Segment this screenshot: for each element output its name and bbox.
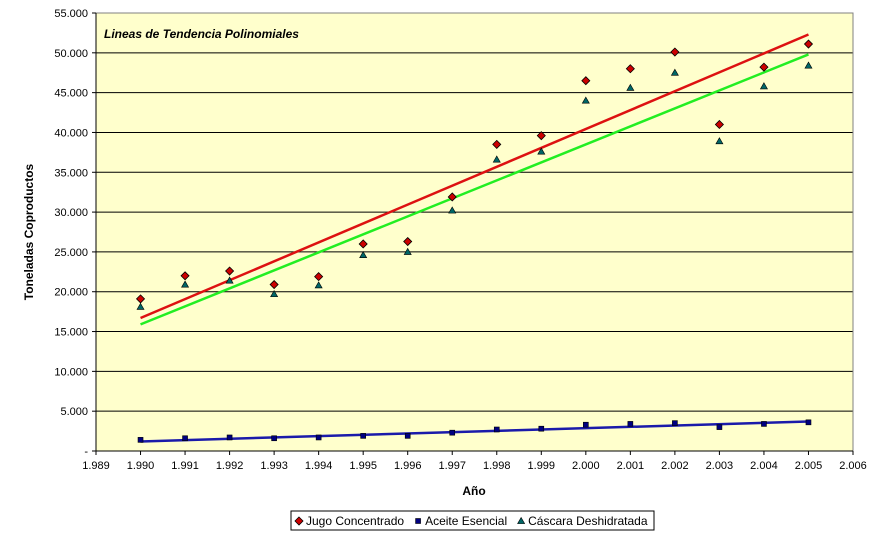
point-jugo-concentrado bbox=[714, 119, 724, 130]
point-jugo-concentrado bbox=[759, 62, 769, 72]
legend-label-cascara-deshidratada: Cáscara Deshidratada bbox=[528, 514, 648, 528]
point-aceite-esencial bbox=[271, 435, 277, 442]
annotation-text: Lineas de Tendencia Polinomiales bbox=[104, 27, 299, 41]
point-jugo-concentrado bbox=[536, 131, 546, 141]
legend-marker-aceite-esencial bbox=[415, 518, 421, 524]
point-cascara-deshidratada bbox=[403, 247, 412, 255]
x-tick-label: 1.997 bbox=[438, 460, 466, 472]
x-tick-label: 1.991 bbox=[171, 460, 199, 472]
y-tick-label: 25.000 bbox=[54, 247, 88, 259]
point-jugo-concentrado bbox=[581, 76, 591, 86]
trendline-cascara-deshidratada bbox=[140, 53, 809, 326]
y-tick-label: 20.000 bbox=[54, 287, 88, 299]
x-tick-label: 1.996 bbox=[394, 460, 422, 472]
point-jugo-concentrado bbox=[358, 239, 368, 249]
x-tick-label: 1.998 bbox=[483, 460, 511, 472]
point-aceite-esencial bbox=[404, 433, 411, 439]
y-tick-label: 10.000 bbox=[54, 366, 88, 378]
point-aceite-esencial bbox=[449, 429, 456, 436]
y-tick-label: 45.000 bbox=[54, 88, 88, 100]
x-tick-label: 1.994 bbox=[305, 460, 333, 472]
point-jugo-concentrado bbox=[670, 47, 680, 57]
point-cascara-deshidratada bbox=[492, 155, 501, 163]
point-jugo-concentrado bbox=[403, 236, 413, 247]
trendlines bbox=[140, 33, 809, 443]
trendline-jugo-concentrado bbox=[140, 33, 809, 320]
point-jugo-concentrado bbox=[625, 64, 635, 74]
trendline-aceite-esencial bbox=[140, 420, 809, 443]
x-tick-label: 1.993 bbox=[260, 460, 288, 472]
point-cascara-deshidratada bbox=[537, 147, 546, 155]
point-jugo-concentrado bbox=[314, 272, 324, 282]
point-jugo-concentrado bbox=[225, 266, 235, 276]
x-tick-label: 2.002 bbox=[661, 460, 689, 472]
x-tick-label: 1.995 bbox=[349, 460, 377, 472]
x-tick-label: 1.990 bbox=[127, 460, 155, 472]
point-cascara-deshidratada bbox=[670, 68, 679, 76]
point-cascara-deshidratada bbox=[136, 302, 145, 310]
point-aceite-esencial bbox=[672, 420, 678, 426]
y-tick-label: 40.000 bbox=[54, 127, 88, 139]
point-cascara-deshidratada bbox=[270, 290, 279, 298]
point-aceite-esencial bbox=[805, 419, 812, 426]
point-jugo-concentrado bbox=[269, 279, 279, 290]
point-cascara-deshidratada bbox=[804, 61, 813, 69]
point-cascara-deshidratada bbox=[314, 281, 323, 289]
legend-box bbox=[290, 510, 655, 531]
point-aceite-esencial bbox=[761, 421, 767, 427]
point-aceite-esencial bbox=[627, 421, 634, 427]
legend-label-aceite-esencial: Aceite Esencial bbox=[425, 514, 507, 528]
point-cascara-deshidratada bbox=[715, 137, 724, 145]
x-tick-label: 2.005 bbox=[795, 460, 823, 472]
point-cascara-deshidratada bbox=[759, 82, 768, 90]
y-axis-title: Toneladas Coproductos bbox=[22, 163, 36, 300]
point-cascara-deshidratada bbox=[225, 276, 234, 284]
x-tick-label: 2.006 bbox=[839, 460, 867, 472]
plot-area bbox=[96, 13, 853, 451]
point-aceite-esencial bbox=[493, 426, 500, 433]
point-cascara-deshidratada bbox=[581, 96, 590, 104]
legend-items: Jugo Concentrado Aceite Esencial Cáscara D… bbox=[294, 514, 648, 528]
point-aceite-esencial bbox=[360, 433, 366, 439]
point-jugo-concentrado bbox=[180, 271, 190, 281]
x-tick-label: 1.989 bbox=[82, 460, 110, 472]
point-jugo-concentrado bbox=[803, 39, 814, 49]
point-aceite-esencial bbox=[137, 437, 144, 443]
y-tick-label: 30.000 bbox=[54, 207, 88, 219]
x-axis-title: Año bbox=[462, 484, 485, 498]
point-cascara-deshidratada bbox=[181, 280, 190, 288]
legend: Jugo Concentrado Aceite Esencial Cáscara D… bbox=[290, 510, 655, 531]
axes: - 5.000 10.000 15.000 20.000 25.000 30.000 35.0… bbox=[54, 8, 866, 472]
legend-marker-jugo-concentrado bbox=[294, 516, 304, 526]
y-tick-label: 5.000 bbox=[60, 406, 88, 418]
data-points bbox=[135, 39, 814, 443]
point-aceite-esencial bbox=[583, 421, 589, 428]
point-cascara-deshidratada bbox=[626, 83, 635, 91]
y-tick-label: 15.000 bbox=[54, 327, 88, 339]
x-tick-label: 2.000 bbox=[572, 460, 600, 472]
point-cascara-deshidratada bbox=[359, 250, 368, 259]
y-tick-label: 50.000 bbox=[54, 48, 88, 60]
y-tick-label: - bbox=[84, 446, 88, 458]
y-tick-label: 35.000 bbox=[54, 167, 88, 179]
x-tick-label: 2.001 bbox=[617, 460, 645, 472]
point-aceite-esencial bbox=[315, 434, 322, 441]
x-tick-label: 2.004 bbox=[750, 460, 778, 472]
point-aceite-esencial bbox=[226, 434, 233, 441]
point-aceite-esencial bbox=[538, 425, 545, 432]
point-aceite-esencial bbox=[716, 424, 723, 430]
x-tick-label: 2.003 bbox=[706, 460, 734, 472]
x-tick-label: 1.992 bbox=[216, 460, 244, 472]
legend-label-jugo-concentrado: Jugo Concentrado bbox=[306, 514, 404, 528]
x-tick-label: 1.999 bbox=[528, 460, 556, 472]
point-jugo-concentrado bbox=[492, 139, 502, 149]
legend-marker-cascara-deshidratada bbox=[517, 516, 526, 524]
point-cascara-deshidratada bbox=[448, 206, 457, 214]
y-tick-label: 55.000 bbox=[54, 8, 88, 20]
point-jugo-concentrado bbox=[447, 192, 457, 202]
point-aceite-esencial bbox=[182, 435, 188, 442]
